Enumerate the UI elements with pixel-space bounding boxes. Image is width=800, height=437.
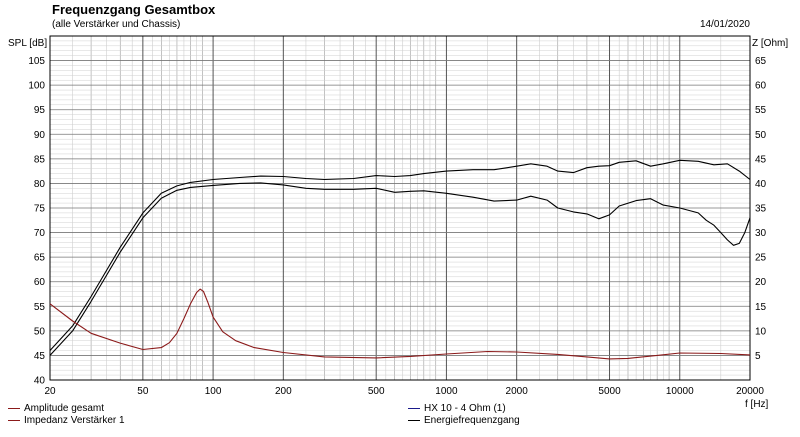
series-line-energiefrequenzgang — [49, 159, 751, 351]
y-tick-label: 105 — [28, 56, 45, 67]
chart-date: 14/01/2020 — [699, 19, 750, 30]
y2-tick-label: 60 — [755, 81, 767, 92]
y-tick-label: 100 — [28, 81, 45, 92]
legend-item-hx10: HX 10 - 4 Ohm (1) — [408, 403, 506, 414]
legend-label: Amplitude gesamt — [24, 403, 105, 414]
x-axis-ticks: 20 50 100 200 500 1000 2000 5000 10000 20000 — [44, 386, 764, 397]
x-tick-label: 200 — [275, 386, 292, 397]
x-tick-label: 20000 — [736, 386, 764, 397]
y-tick-label: 45 — [34, 351, 46, 362]
series-layer — [49, 159, 751, 360]
y2-tick-label: 45 — [755, 154, 767, 165]
y-tick-label: 40 — [34, 376, 46, 387]
y2-tick-label: 5 — [755, 351, 761, 362]
chart-title: Frequenzgang Gesamtbox — [52, 2, 216, 17]
y2-tick-label: 40 — [755, 179, 767, 190]
y2-tick-label: 10 — [755, 326, 767, 337]
legend-swatch — [408, 420, 420, 421]
y-tick-label: 55 — [34, 302, 46, 313]
y-axis-label: SPL [dB] — [8, 38, 47, 49]
y2-tick-label: 30 — [755, 228, 767, 239]
plot-frame — [49, 35, 751, 381]
x-axis-label: f [Hz] — [745, 399, 769, 410]
y-tick-label: 50 — [34, 326, 46, 337]
legend-swatch — [8, 420, 20, 421]
x-tick-label: 50 — [137, 386, 149, 397]
y-tick-label: 85 — [34, 154, 46, 165]
legend-item-amplitude: Amplitude gesamt — [8, 403, 104, 414]
x-tick-label: 1000 — [435, 386, 458, 397]
y-tick-label: 60 — [34, 277, 46, 288]
y2-tick-label: 25 — [755, 253, 767, 264]
legend-label: Energiefrequenzgang — [424, 415, 520, 426]
x-tick-label: 100 — [205, 386, 222, 397]
series-line-amplitude-gesamt — [49, 182, 751, 356]
y-tick-label: 90 — [34, 130, 46, 141]
y2-tick-label: 20 — [755, 277, 767, 288]
legend-item-energy: Energiefrequenzgang — [408, 415, 520, 426]
y2-tick-label: 15 — [755, 302, 767, 313]
legend-label: HX 10 - 4 Ohm (1) — [424, 403, 506, 414]
legend-swatch — [8, 408, 20, 409]
legend-swatch — [408, 408, 420, 409]
y-tick-label: 80 — [34, 179, 46, 190]
x-tick-label: 20 — [44, 386, 56, 397]
x-tick-label: 2000 — [506, 386, 529, 397]
y2-axis-label: Z [Ohm] — [752, 38, 788, 49]
legend-item-impedance: Impedanz Verstärker 1 — [8, 415, 125, 426]
series-line-impedanz-verst-rker-1 — [49, 288, 751, 360]
right-axis-ticks: 5 10 15 20 25 30 35 40 45 50 55 60 65 — [755, 56, 767, 362]
grid-major — [49, 35, 751, 381]
chart-subtitle: (alle Verstärker und Chassis) — [52, 19, 181, 30]
y-tick-label: 70 — [34, 228, 46, 239]
y2-tick-label: 65 — [755, 56, 767, 67]
y2-tick-label: 50 — [755, 130, 767, 141]
legend-label: Impedanz Verstärker 1 — [24, 415, 125, 426]
y-tick-label: 75 — [34, 204, 46, 215]
x-tick-label: 500 — [368, 386, 385, 397]
x-tick-label: 10000 — [666, 386, 694, 397]
y2-tick-label: 35 — [755, 204, 767, 215]
y-tick-label: 95 — [34, 105, 46, 116]
x-tick-label: 5000 — [598, 386, 621, 397]
left-axis-ticks: 40 45 50 55 60 65 70 75 80 85 90 95 100 105 — [28, 56, 45, 386]
y2-tick-label: 55 — [755, 105, 767, 116]
y-tick-label: 65 — [34, 253, 46, 264]
